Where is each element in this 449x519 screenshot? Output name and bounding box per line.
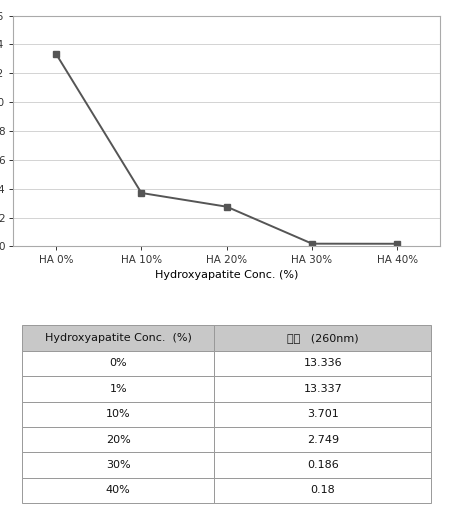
Text: 0.186: 0.186 xyxy=(307,460,339,470)
Text: 3.701: 3.701 xyxy=(307,409,339,419)
Bar xyxy=(215,477,431,503)
Text: 13.337: 13.337 xyxy=(304,384,342,394)
Text: 30%: 30% xyxy=(106,460,131,470)
Bar xyxy=(215,427,431,452)
Text: Hydroxyapatite Conc.  (%): Hydroxyapatite Conc. (%) xyxy=(45,333,192,343)
Bar xyxy=(215,402,431,427)
Text: 2.749: 2.749 xyxy=(307,434,339,445)
Bar xyxy=(22,402,215,427)
Bar xyxy=(22,325,215,351)
Text: 10%: 10% xyxy=(106,409,131,419)
Bar xyxy=(215,376,431,402)
Bar xyxy=(215,452,431,477)
Bar xyxy=(22,427,215,452)
X-axis label: Hydroxyapatite Conc. (%): Hydroxyapatite Conc. (%) xyxy=(155,269,299,280)
Text: 0%: 0% xyxy=(110,359,127,368)
Bar xyxy=(215,325,431,351)
Text: 20%: 20% xyxy=(106,434,131,445)
Bar xyxy=(215,351,431,376)
Text: 핵산   (260nm): 핵산 (260nm) xyxy=(287,333,359,343)
Bar xyxy=(22,351,215,376)
Bar xyxy=(22,376,215,402)
Text: 40%: 40% xyxy=(106,485,131,495)
Bar xyxy=(22,477,215,503)
Text: 0.18: 0.18 xyxy=(311,485,335,495)
Text: 13.336: 13.336 xyxy=(304,359,342,368)
Bar xyxy=(22,452,215,477)
Text: 1%: 1% xyxy=(110,384,127,394)
